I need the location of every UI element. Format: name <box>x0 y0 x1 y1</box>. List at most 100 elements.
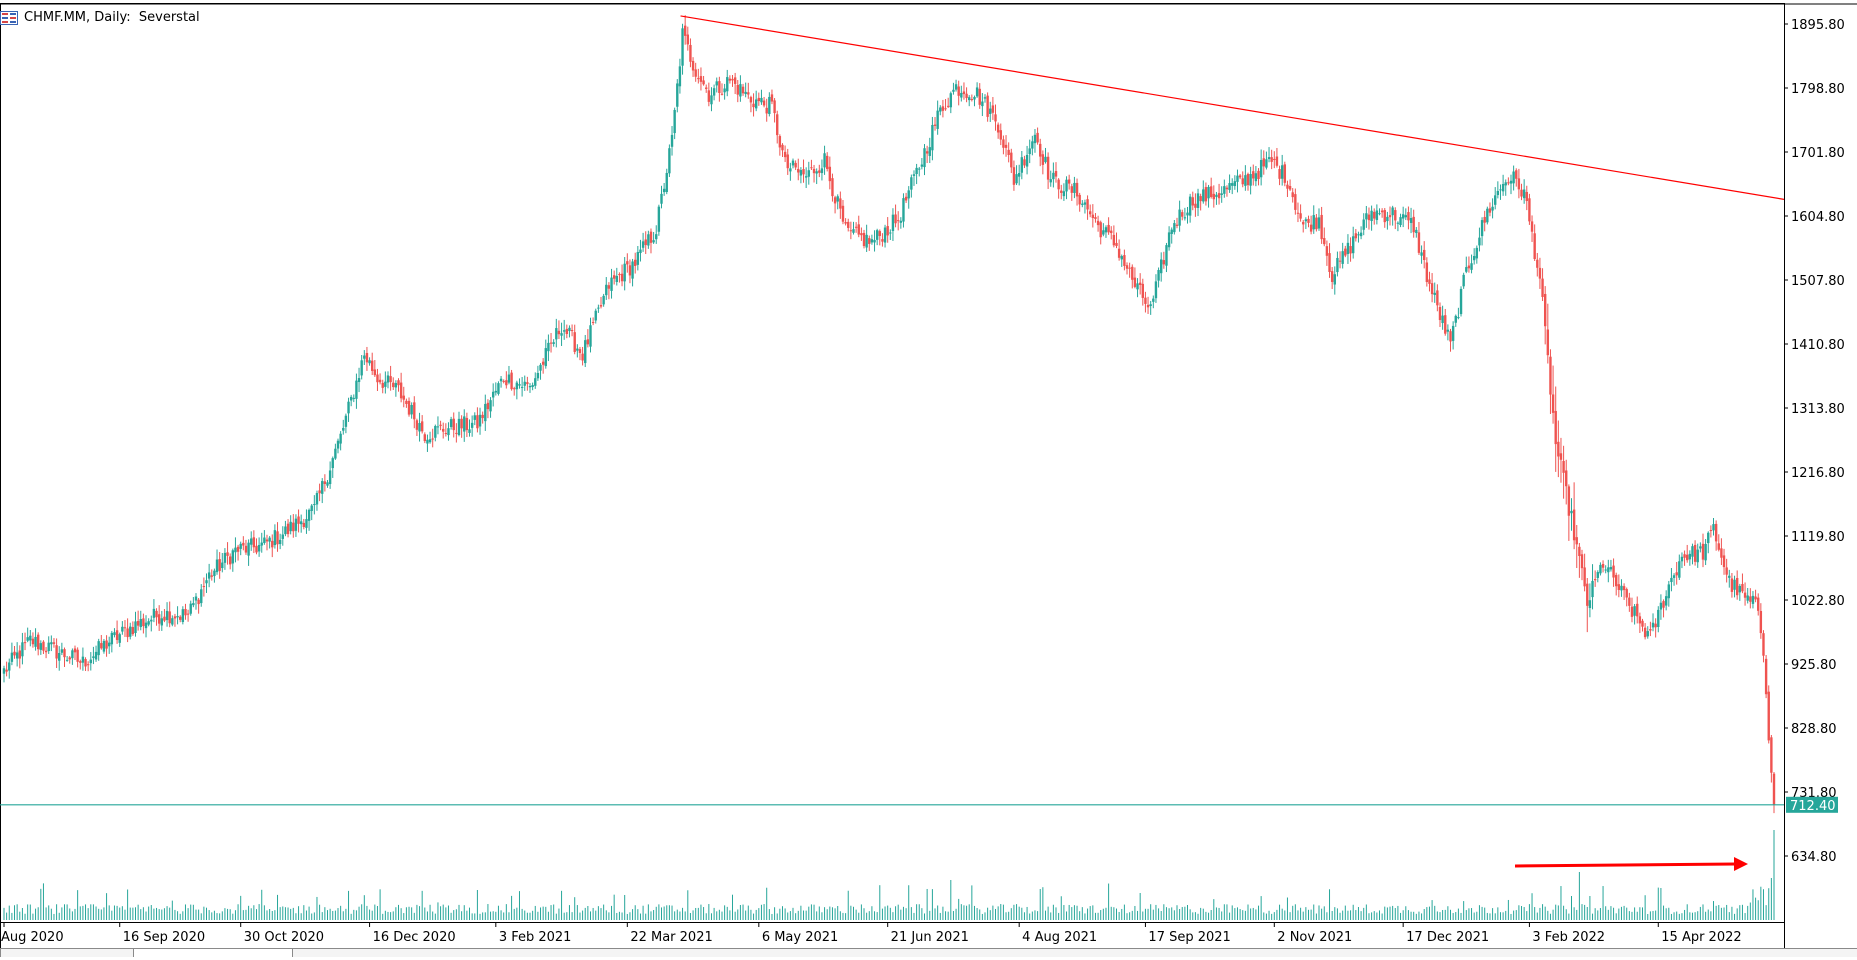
candle-body <box>292 522 295 532</box>
candle-body <box>481 414 484 419</box>
candle-body <box>626 261 629 265</box>
candle-body <box>1131 266 1134 280</box>
price-axis[interactable]: 1895.80 1798.80 1701.80 1604.80 1507.80 1410.… <box>1784 4 1845 950</box>
candle-body <box>126 628 129 638</box>
candle-body <box>1344 248 1347 256</box>
candle-body <box>849 230 853 232</box>
candle-body <box>81 656 85 663</box>
candle-body <box>1459 288 1463 315</box>
candle-body <box>1170 229 1173 234</box>
candle-body <box>1317 217 1321 229</box>
candle-body <box>1191 197 1194 206</box>
candle-body <box>205 580 208 584</box>
candle-body <box>818 170 821 173</box>
candle-body <box>139 619 142 628</box>
candle-body <box>565 328 569 335</box>
candle-body <box>860 233 863 236</box>
candle-body <box>928 147 931 156</box>
candle-body <box>349 396 353 401</box>
candle-body <box>910 177 913 190</box>
candle-body <box>578 349 582 353</box>
candle-body <box>1041 154 1045 165</box>
candle-body <box>1383 210 1386 223</box>
candle-body <box>631 261 634 279</box>
candle-body <box>1330 271 1334 282</box>
candle-body <box>778 136 782 148</box>
candle-body <box>1543 293 1547 327</box>
candle-body <box>1580 554 1584 569</box>
candle-body <box>552 342 555 344</box>
candle-body <box>975 87 979 97</box>
candle-body <box>1504 182 1507 186</box>
candle-body <box>1302 221 1305 225</box>
candle-body <box>173 616 177 619</box>
candle-body <box>410 405 413 415</box>
candle-body <box>1709 530 1713 532</box>
candle-body <box>1073 182 1076 193</box>
candle-body <box>981 101 984 107</box>
candle-body <box>1370 210 1373 222</box>
candle-body <box>1033 134 1037 144</box>
candle-body <box>221 562 224 569</box>
candle-body <box>1507 182 1510 184</box>
candle-body <box>1220 193 1223 195</box>
time-tick-label: 3 Feb 2022 <box>1532 930 1605 945</box>
annotation-arrow-shaft[interactable] <box>1514 862 1737 868</box>
time-tick-label: 22 Mar 2021 <box>630 930 712 945</box>
candle-body <box>318 490 321 494</box>
candle-body <box>1333 274 1336 285</box>
candle-body <box>115 630 119 641</box>
candle-body <box>1533 233 1536 260</box>
candle-body <box>1409 218 1413 223</box>
time-tick-label: 30 Oct 2020 <box>244 930 324 945</box>
candle-body <box>1670 577 1673 583</box>
candle-body <box>681 28 684 66</box>
candle-body <box>1680 556 1684 562</box>
candle-body <box>1625 589 1628 598</box>
candle-body <box>1751 595 1755 604</box>
candle-body <box>100 643 103 649</box>
candle-body <box>523 381 526 386</box>
candle-body <box>1772 773 1776 805</box>
candle-body <box>1283 164 1287 183</box>
candle-body <box>392 382 395 388</box>
candle-body <box>1309 224 1313 232</box>
time-axis[interactable]: Aug 2020 16 Sep 2020 30 Oct 2020 16 Dec 202… <box>0 922 1784 945</box>
candle-body <box>384 381 387 387</box>
candle-body <box>1278 169 1281 179</box>
trendline[interactable] <box>680 15 1785 200</box>
candle-body <box>1636 603 1639 617</box>
candle-body <box>668 148 671 174</box>
candle-body <box>286 523 290 535</box>
candle-body <box>1078 194 1081 205</box>
candle-body <box>915 167 918 174</box>
candle-body <box>1704 543 1707 561</box>
candle-body <box>415 420 419 430</box>
candle-body <box>1052 172 1055 180</box>
candle-body <box>257 544 261 552</box>
candle-body <box>184 608 187 616</box>
candle-body <box>39 643 43 650</box>
candle-body <box>1480 220 1484 237</box>
candle-body <box>1649 629 1652 631</box>
price-tick-label: 634.80 <box>1791 850 1837 865</box>
candle-body <box>150 619 153 622</box>
price-tick-label: 1507.80 <box>1791 274 1845 289</box>
candle-body <box>299 521 303 525</box>
candle-body <box>1212 193 1216 200</box>
candle-body <box>26 637 29 641</box>
candle-body <box>657 206 661 232</box>
candle-body <box>1522 189 1526 199</box>
candle-body <box>970 99 974 101</box>
drawing-objects[interactable] <box>0 15 1785 871</box>
candle-body <box>1728 575 1731 578</box>
candle-body <box>423 434 427 442</box>
candle-body <box>1270 157 1273 162</box>
candle-body <box>812 168 816 174</box>
candle-body <box>1423 249 1426 261</box>
candle-body <box>1396 222 1400 224</box>
annotation-arrow-head[interactable] <box>1734 857 1748 871</box>
candle-body <box>189 603 192 614</box>
